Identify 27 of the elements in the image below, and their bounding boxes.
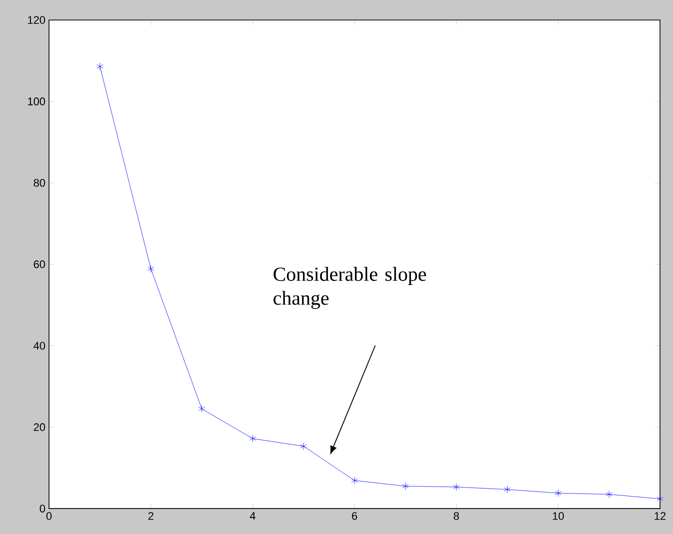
x-tick-label: 2 bbox=[148, 512, 154, 520]
y-tick-label: 100 bbox=[28, 98, 46, 106]
point bbox=[656, 495, 664, 502]
x-tick-label: 6 bbox=[352, 512, 358, 520]
x-tick-label: 10 bbox=[552, 512, 564, 520]
point bbox=[554, 489, 562, 497]
y-tick-label: 0 bbox=[40, 504, 46, 512]
point bbox=[453, 483, 460, 491]
point bbox=[96, 62, 104, 70]
point bbox=[198, 405, 205, 413]
y-tick-label: 20 bbox=[34, 423, 46, 432]
point bbox=[402, 482, 409, 490]
y-tick-label: 60 bbox=[34, 260, 46, 268]
x-tick-label: 0 bbox=[46, 512, 52, 520]
point bbox=[504, 486, 510, 494]
y-tick-label: 40 bbox=[34, 342, 46, 350]
annotation: Considerable slope change bbox=[274, 266, 426, 309]
point bbox=[606, 490, 612, 498]
y-tick-label: 80 bbox=[34, 178, 46, 187]
point bbox=[351, 476, 358, 484]
point bbox=[300, 442, 307, 450]
x-tick-label: 4 bbox=[250, 512, 256, 520]
y-tick-label: 120 bbox=[28, 16, 46, 24]
x-tick-label: 8 bbox=[454, 512, 459, 520]
x-tick-label: 12 bbox=[654, 512, 666, 520]
point bbox=[249, 434, 256, 442]
point bbox=[148, 265, 154, 272]
